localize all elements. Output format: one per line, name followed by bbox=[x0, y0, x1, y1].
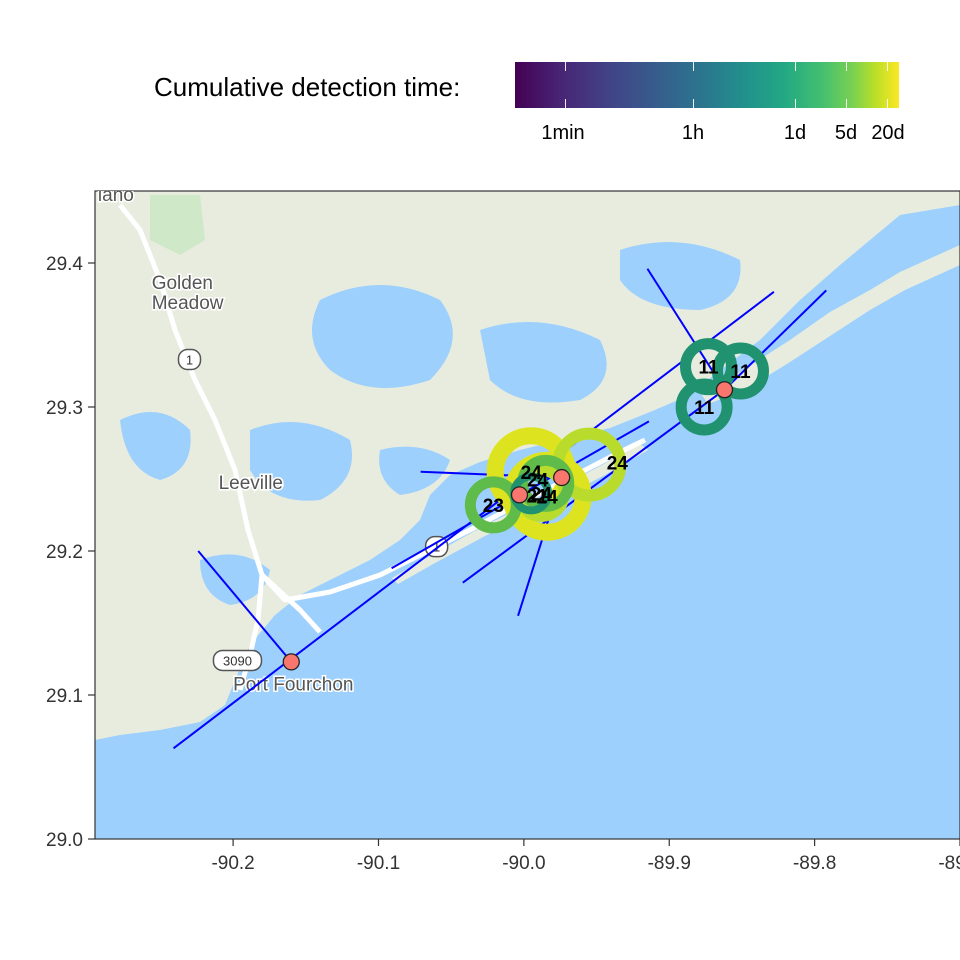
road-local bbox=[260, 573, 322, 634]
ring-label: 24 bbox=[527, 470, 549, 491]
ring-label: 11 bbox=[730, 362, 751, 383]
place-label: Meadow bbox=[152, 293, 224, 314]
colorbar-tick bbox=[887, 99, 888, 108]
y-tick-label: 29.3 bbox=[46, 398, 83, 419]
receiver-point bbox=[282, 653, 300, 671]
panel-border bbox=[94, 190, 960, 840]
axes: -90.2 -90.1 -90.0 -89.9 -89.8 -89.7 29.0… bbox=[46, 254, 960, 874]
park-area bbox=[150, 195, 205, 255]
x-tick-label: -89.8 bbox=[793, 853, 836, 874]
x-tick-label: -90.1 bbox=[357, 853, 400, 874]
road-shields: 1 1 3090 bbox=[177, 348, 449, 672]
colorbar-tick bbox=[795, 62, 796, 71]
y-tick-label: 29.0 bbox=[46, 830, 83, 851]
receiver-point bbox=[510, 486, 529, 504]
colorbar bbox=[515, 62, 899, 108]
ring-label: 21 bbox=[527, 486, 549, 507]
road-shield-icon: 3090 bbox=[212, 649, 263, 672]
land-mass bbox=[95, 191, 960, 740]
colorbar-label: 1h bbox=[681, 122, 705, 144]
ring-label: 11 bbox=[698, 358, 719, 379]
detection-line bbox=[197, 550, 293, 663]
place-label: Golden bbox=[152, 273, 213, 294]
receivers bbox=[282, 381, 734, 671]
place-label: iano bbox=[98, 185, 134, 206]
bay bbox=[312, 285, 453, 388]
ring-label: 24 bbox=[537, 487, 559, 508]
colorbar-label: 20d bbox=[871, 122, 905, 144]
colorbar-tick bbox=[846, 99, 847, 108]
color-legend: Cumulative detection time: 1min 1h 1d 5d… bbox=[0, 0, 960, 170]
place-labels: iano Golden Meadow Leeville Port Fourcho… bbox=[96, 185, 355, 697]
receiver-point bbox=[715, 381, 734, 399]
colorbar-tick bbox=[565, 99, 566, 108]
ring-label: 24 bbox=[531, 484, 553, 505]
x-tick-label: -89.9 bbox=[648, 853, 691, 874]
colorbar-label: 5d bbox=[834, 122, 858, 144]
legend-title: Cumulative detection time: bbox=[154, 72, 461, 102]
colorbar-tick bbox=[565, 62, 566, 71]
ring-label: 23 bbox=[483, 496, 504, 517]
colorbar-tick bbox=[846, 62, 847, 71]
bay bbox=[379, 446, 450, 495]
detection-ring bbox=[711, 342, 769, 400]
bay bbox=[480, 322, 607, 403]
y-tick-label: 29.1 bbox=[46, 686, 83, 707]
colorbar-tick bbox=[887, 62, 888, 71]
receiver-point bbox=[553, 468, 571, 487]
bay bbox=[200, 554, 270, 605]
colorbar-label: 1min bbox=[541, 122, 585, 144]
detection-line bbox=[646, 268, 726, 391]
ring-label: 24 bbox=[521, 463, 543, 484]
detection-ring bbox=[675, 378, 733, 436]
ring-label: 11 bbox=[694, 398, 715, 419]
x-tick-label: -90.2 bbox=[211, 853, 254, 874]
y-tick-label: 29.4 bbox=[46, 254, 83, 275]
road-la3090 bbox=[237, 574, 265, 691]
place-label: Port Fourchon bbox=[233, 675, 353, 696]
colorbar-tick bbox=[795, 99, 796, 108]
ring-label: 24 bbox=[607, 454, 629, 475]
bay bbox=[620, 242, 741, 310]
y-tick-label: 29.2 bbox=[46, 542, 83, 563]
x-tick-label: -89.7 bbox=[938, 853, 960, 874]
bay bbox=[250, 422, 352, 501]
road-shield-label: 3090 bbox=[223, 653, 252, 668]
colorbar-tick bbox=[693, 62, 694, 71]
bay bbox=[120, 412, 191, 480]
road-shield-label: 1 bbox=[186, 352, 193, 367]
place-label: Leeville bbox=[219, 473, 283, 494]
road-shield-icon: 1 bbox=[177, 348, 202, 371]
detection-line bbox=[723, 289, 827, 391]
x-tick-label: -90.0 bbox=[502, 853, 545, 874]
ring-labels: 24 24 24 24 24 23 21 11 11 11 bbox=[483, 358, 751, 517]
colorbar-label: 1d bbox=[783, 122, 807, 144]
colorbar-tick bbox=[693, 99, 694, 108]
